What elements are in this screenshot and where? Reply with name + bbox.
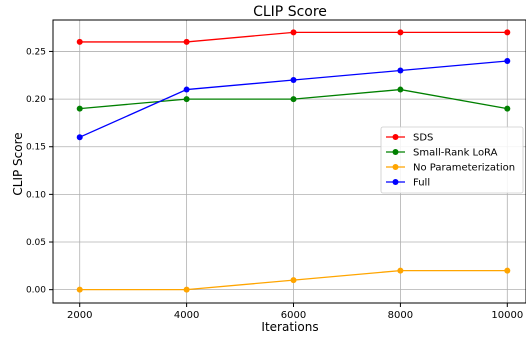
- data-point-no-parameterization: [183, 286, 190, 293]
- legend-label-full: Full: [413, 178, 430, 189]
- data-point-small-rank-lora: [504, 105, 511, 112]
- legend-marker-full: [392, 179, 399, 185]
- x-tick-label: 2000: [67, 310, 92, 321]
- data-point-sds: [183, 38, 190, 45]
- y-tick-label: 0.00: [26, 286, 46, 296]
- data-point-small-rank-lora: [290, 96, 297, 103]
- data-point-small-rank-lora: [183, 96, 190, 103]
- data-point-no-parameterization: [397, 267, 404, 274]
- data-point-no-parameterization: [76, 286, 83, 293]
- data-point-full: [397, 67, 404, 74]
- data-point-no-parameterization: [504, 267, 511, 274]
- data-point-small-rank-lora: [397, 86, 404, 93]
- y-tick-label: 0.20: [26, 95, 46, 105]
- data-point-full: [290, 77, 297, 84]
- x-tick-label: 8000: [388, 310, 413, 321]
- legend-box: [380, 126, 524, 194]
- legend: SDS Small-Rank LoRA No Parameterization Ful…: [380, 126, 524, 194]
- data-point-sds: [290, 29, 297, 36]
- data-point-small-rank-lora: [76, 105, 83, 112]
- data-point-sds: [397, 29, 404, 36]
- data-point-sds: [76, 38, 83, 45]
- legend-marker-sds: [392, 134, 399, 140]
- data-point-full: [504, 57, 511, 64]
- legend-marker-small-rank-lora: [392, 149, 399, 155]
- plot-frame: [52, 19, 526, 304]
- x-axis-label: Iterations: [261, 320, 318, 334]
- legend-label-sds: SDS: [413, 133, 433, 144]
- y-axis-label: CLIP Score: [11, 132, 25, 195]
- y-tick-label: 0.25: [26, 47, 46, 57]
- legend-marker-no-parameterization: [392, 164, 399, 170]
- x-tick-label: 10000: [491, 310, 523, 321]
- chart-title: CLIP Score: [253, 4, 327, 20]
- x-tick-label: 4000: [174, 310, 199, 321]
- y-tick-label: 0.10: [26, 190, 46, 200]
- data-point-full: [183, 86, 190, 93]
- y-tick-label: 0.15: [26, 143, 46, 153]
- x-tick-label: 6000: [281, 310, 306, 321]
- legend-label-no-parameterization: No Parameterization: [413, 163, 515, 174]
- data-point-no-parameterization: [290, 277, 297, 284]
- y-tick-label: 0.05: [26, 238, 46, 248]
- legend-label-small-rank-lora: Small-Rank LoRA: [413, 148, 498, 159]
- data-point-sds: [504, 29, 511, 36]
- data-point-full: [76, 134, 83, 141]
